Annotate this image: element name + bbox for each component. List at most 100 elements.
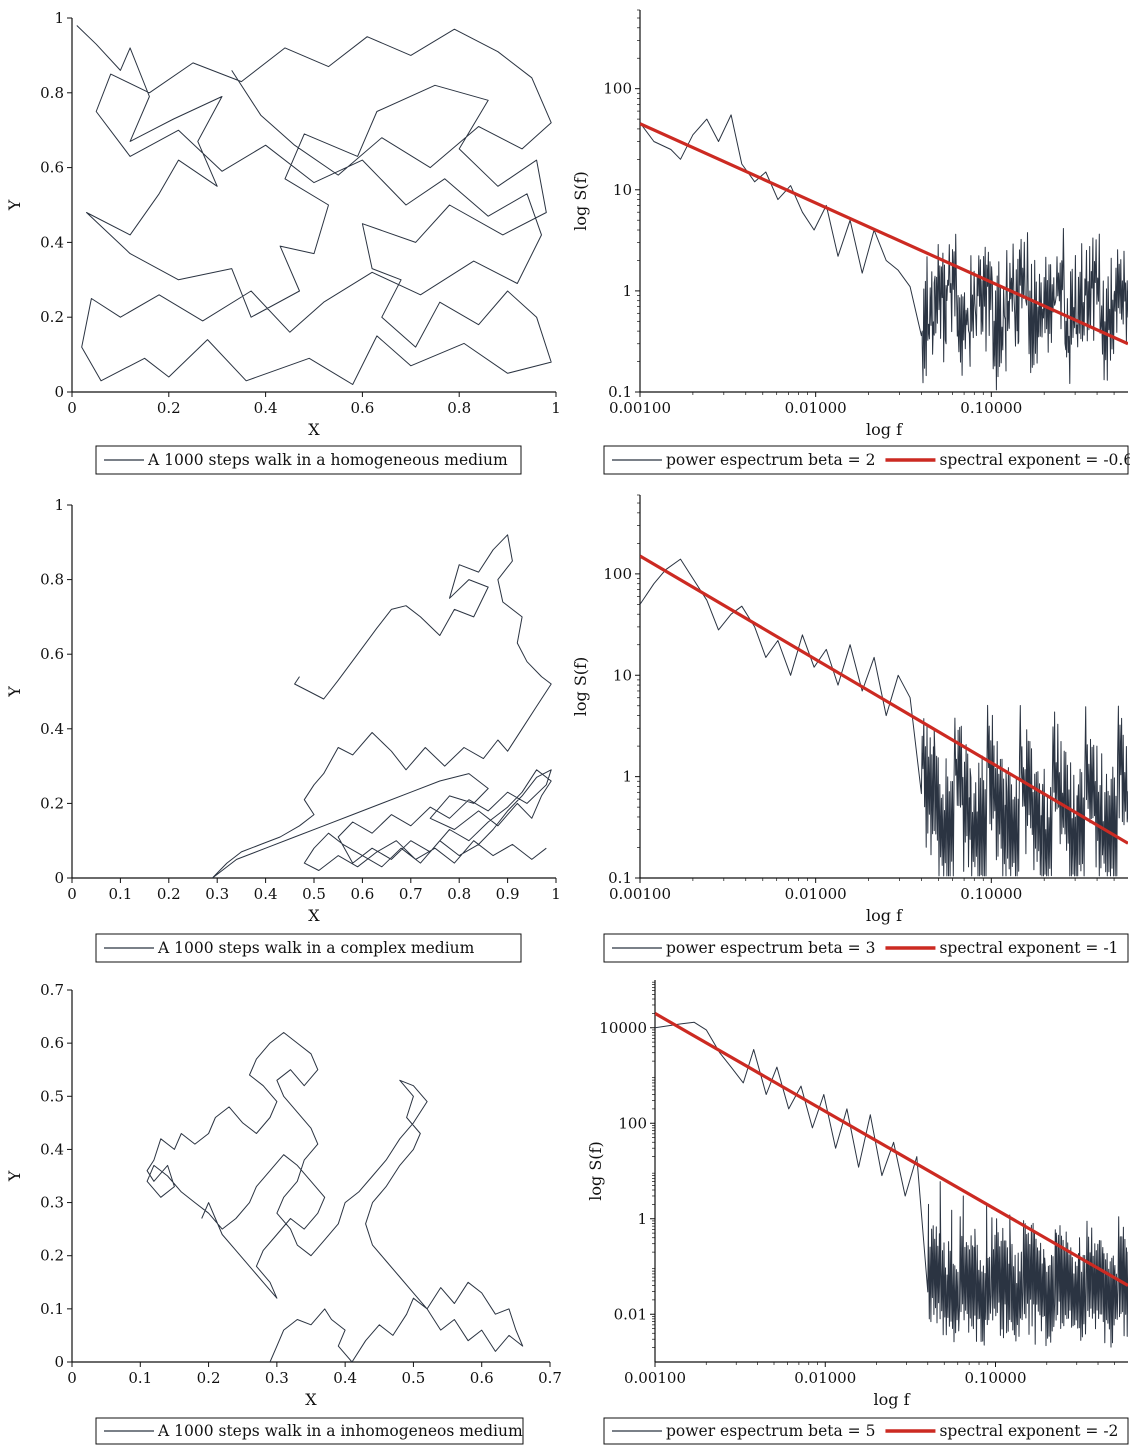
x-tick-label: 0.1: [128, 1369, 152, 1387]
y-tick-label: 0.5: [40, 1087, 64, 1105]
x-tick-label: 0.6: [350, 399, 374, 417]
x-tick-label: 0.01000: [794, 1369, 856, 1387]
legend-label: power espectrum beta = 5: [666, 1422, 875, 1440]
y-tick-label: 0.1: [608, 383, 632, 401]
y-axis-label: log S(f): [571, 171, 590, 230]
y-tick-label: 0: [54, 869, 64, 887]
x-tick-label: 0.7: [399, 885, 423, 903]
y-tick-label: 0.8: [40, 84, 64, 102]
x-tick-label: 0.00100: [609, 399, 671, 417]
y-tick-label: 0.01: [614, 1305, 647, 1323]
legend-box: [95, 1417, 524, 1445]
x-tick-label: 0.4: [254, 399, 278, 417]
legend-label: spectral exponent = -0.6: [939, 451, 1130, 469]
legend-box: [603, 1417, 1129, 1445]
y-tick-label: 10000: [599, 1019, 647, 1037]
x-tick-label: 0.2: [157, 399, 181, 417]
x-tick-label: 0.6: [470, 1369, 494, 1387]
y-tick-label: 0.8: [40, 571, 64, 589]
legend-label: A 1000 steps walk in a complex medium: [157, 939, 475, 957]
y-tick-label: 0.6: [40, 1034, 64, 1052]
fit-line: [640, 122, 1128, 346]
legend-box: [603, 933, 1129, 963]
x-tick-label: 0: [67, 1369, 77, 1387]
series-line: [655, 1021, 1128, 1348]
y-tick-label: 1: [637, 1210, 647, 1228]
y-axis-label: Y: [5, 686, 24, 698]
legend-label: power espectrum beta = 3: [666, 939, 875, 957]
y-tick-label: 1: [622, 282, 632, 300]
chart-6: 0.00100 0.01000 0.10000 0.01 1 100 10000 log f l…: [586, 980, 1129, 1445]
x-tick-label: 0.00100: [609, 885, 671, 903]
x-axis-label: log f: [874, 1390, 911, 1409]
x-tick-label: 0.6: [350, 885, 374, 903]
y-tick-label: 100: [603, 565, 632, 583]
y-tick-label: 0.2: [40, 794, 64, 812]
x-tick-label: 0.3: [205, 885, 229, 903]
chart-2: 0.00100 0.01000 0.10000 0.1 1 10 100 log f log S…: [571, 9, 1130, 475]
y-axis-label: log S(f): [571, 657, 590, 716]
y-axis-label: log S(f): [586, 1141, 605, 1200]
y-tick-label: 0.7: [40, 981, 64, 999]
x-tick-label: 0.2: [157, 885, 181, 903]
y-tick-label: 0: [54, 1353, 64, 1371]
y-tick-label: 100: [603, 80, 632, 98]
x-tick-label: 0.8: [447, 885, 471, 903]
y-tick-label: 0.1: [40, 1300, 64, 1318]
y-tick-label: 10: [613, 181, 632, 199]
y-tick-label: 0.2: [40, 1247, 64, 1265]
x-tick-label: 1: [551, 885, 561, 903]
x-tick-label: 0.3: [265, 1369, 289, 1387]
y-tick-label: 0.6: [40, 159, 64, 177]
x-tick-label: 0.2: [197, 1369, 221, 1387]
legend-box: [95, 933, 522, 963]
x-tick-label: 0: [67, 399, 77, 417]
y-axis-label: Y: [5, 1170, 24, 1182]
y-tick-label: 1: [54, 9, 64, 27]
legend-label: A 1000 steps walk in a inhomogeneos medi…: [157, 1422, 523, 1440]
series-line: [76, 25, 552, 385]
series-line: [640, 558, 1128, 877]
x-axis-label: X: [305, 1390, 317, 1409]
x-tick-label: 0.10000: [960, 885, 1022, 903]
x-tick-label: 0.9: [496, 885, 520, 903]
x-tick-label: 0: [67, 885, 77, 903]
x-tick-label: 0.7: [538, 1369, 562, 1387]
x-axis-label: X: [308, 420, 320, 439]
x-axis-label: X: [308, 906, 320, 925]
legend-label: spectral exponent = -2: [939, 1422, 1118, 1440]
x-tick-label: 1: [551, 399, 561, 417]
y-tick-label: 1: [54, 496, 64, 514]
y-tick-label: 0.3: [40, 1194, 64, 1212]
chart-1: 0 0.2 0.4 0.6 0.8 1 0 0.2 0.4 0.6 0.8 1 X Y A 1000 ste…: [5, 9, 561, 475]
legend-label: A 1000 steps walk in a homogeneous mediu…: [147, 451, 508, 469]
legend-label: power espectrum beta = 2: [666, 451, 875, 469]
x-axis-label: log f: [866, 906, 903, 925]
y-tick-label: 10: [613, 666, 632, 684]
x-tick-label: 0.8: [447, 399, 471, 417]
y-tick-label: 0.6: [40, 645, 64, 663]
x-tick-label: 0.01000: [785, 885, 847, 903]
y-tick-label: 100: [618, 1114, 647, 1132]
x-tick-label: 0.01000: [785, 399, 847, 417]
y-tick-label: 0.4: [40, 233, 64, 251]
x-axis-label: log f: [866, 420, 903, 439]
y-tick-label: 0.2: [40, 308, 64, 326]
chart-4: 0.00100 0.01000 0.10000 0.1 1 10 100 log f log S…: [571, 494, 1129, 963]
legend-box: [603, 445, 1129, 475]
x-tick-label: 0.1: [108, 885, 132, 903]
legend-box: [95, 445, 522, 475]
series-line: [146, 1032, 524, 1362]
fit-line: [640, 554, 1128, 845]
x-tick-label: 0.5: [401, 1369, 425, 1387]
x-tick-label: 0.00100: [624, 1369, 686, 1387]
series-line: [211, 534, 552, 878]
x-tick-label: 0.4: [333, 1369, 357, 1387]
y-tick-label: 0: [54, 383, 64, 401]
y-tick-label: 1: [622, 768, 632, 786]
y-tick-label: 0.4: [40, 720, 64, 738]
chart-3: 0 0.1 0.2 0.3 0.4 0.5 0.6 0.7 0.8 0.9 1 0 0.2 0.4 0.6 0…: [5, 496, 561, 963]
legend-label: spectral exponent = -1: [939, 939, 1118, 957]
chart-5: 0 0.1 0.2 0.3 0.4 0.5 0.6 0.7 0 0.1 0.2 0.3 0.4 0.5 0.…: [5, 981, 562, 1445]
